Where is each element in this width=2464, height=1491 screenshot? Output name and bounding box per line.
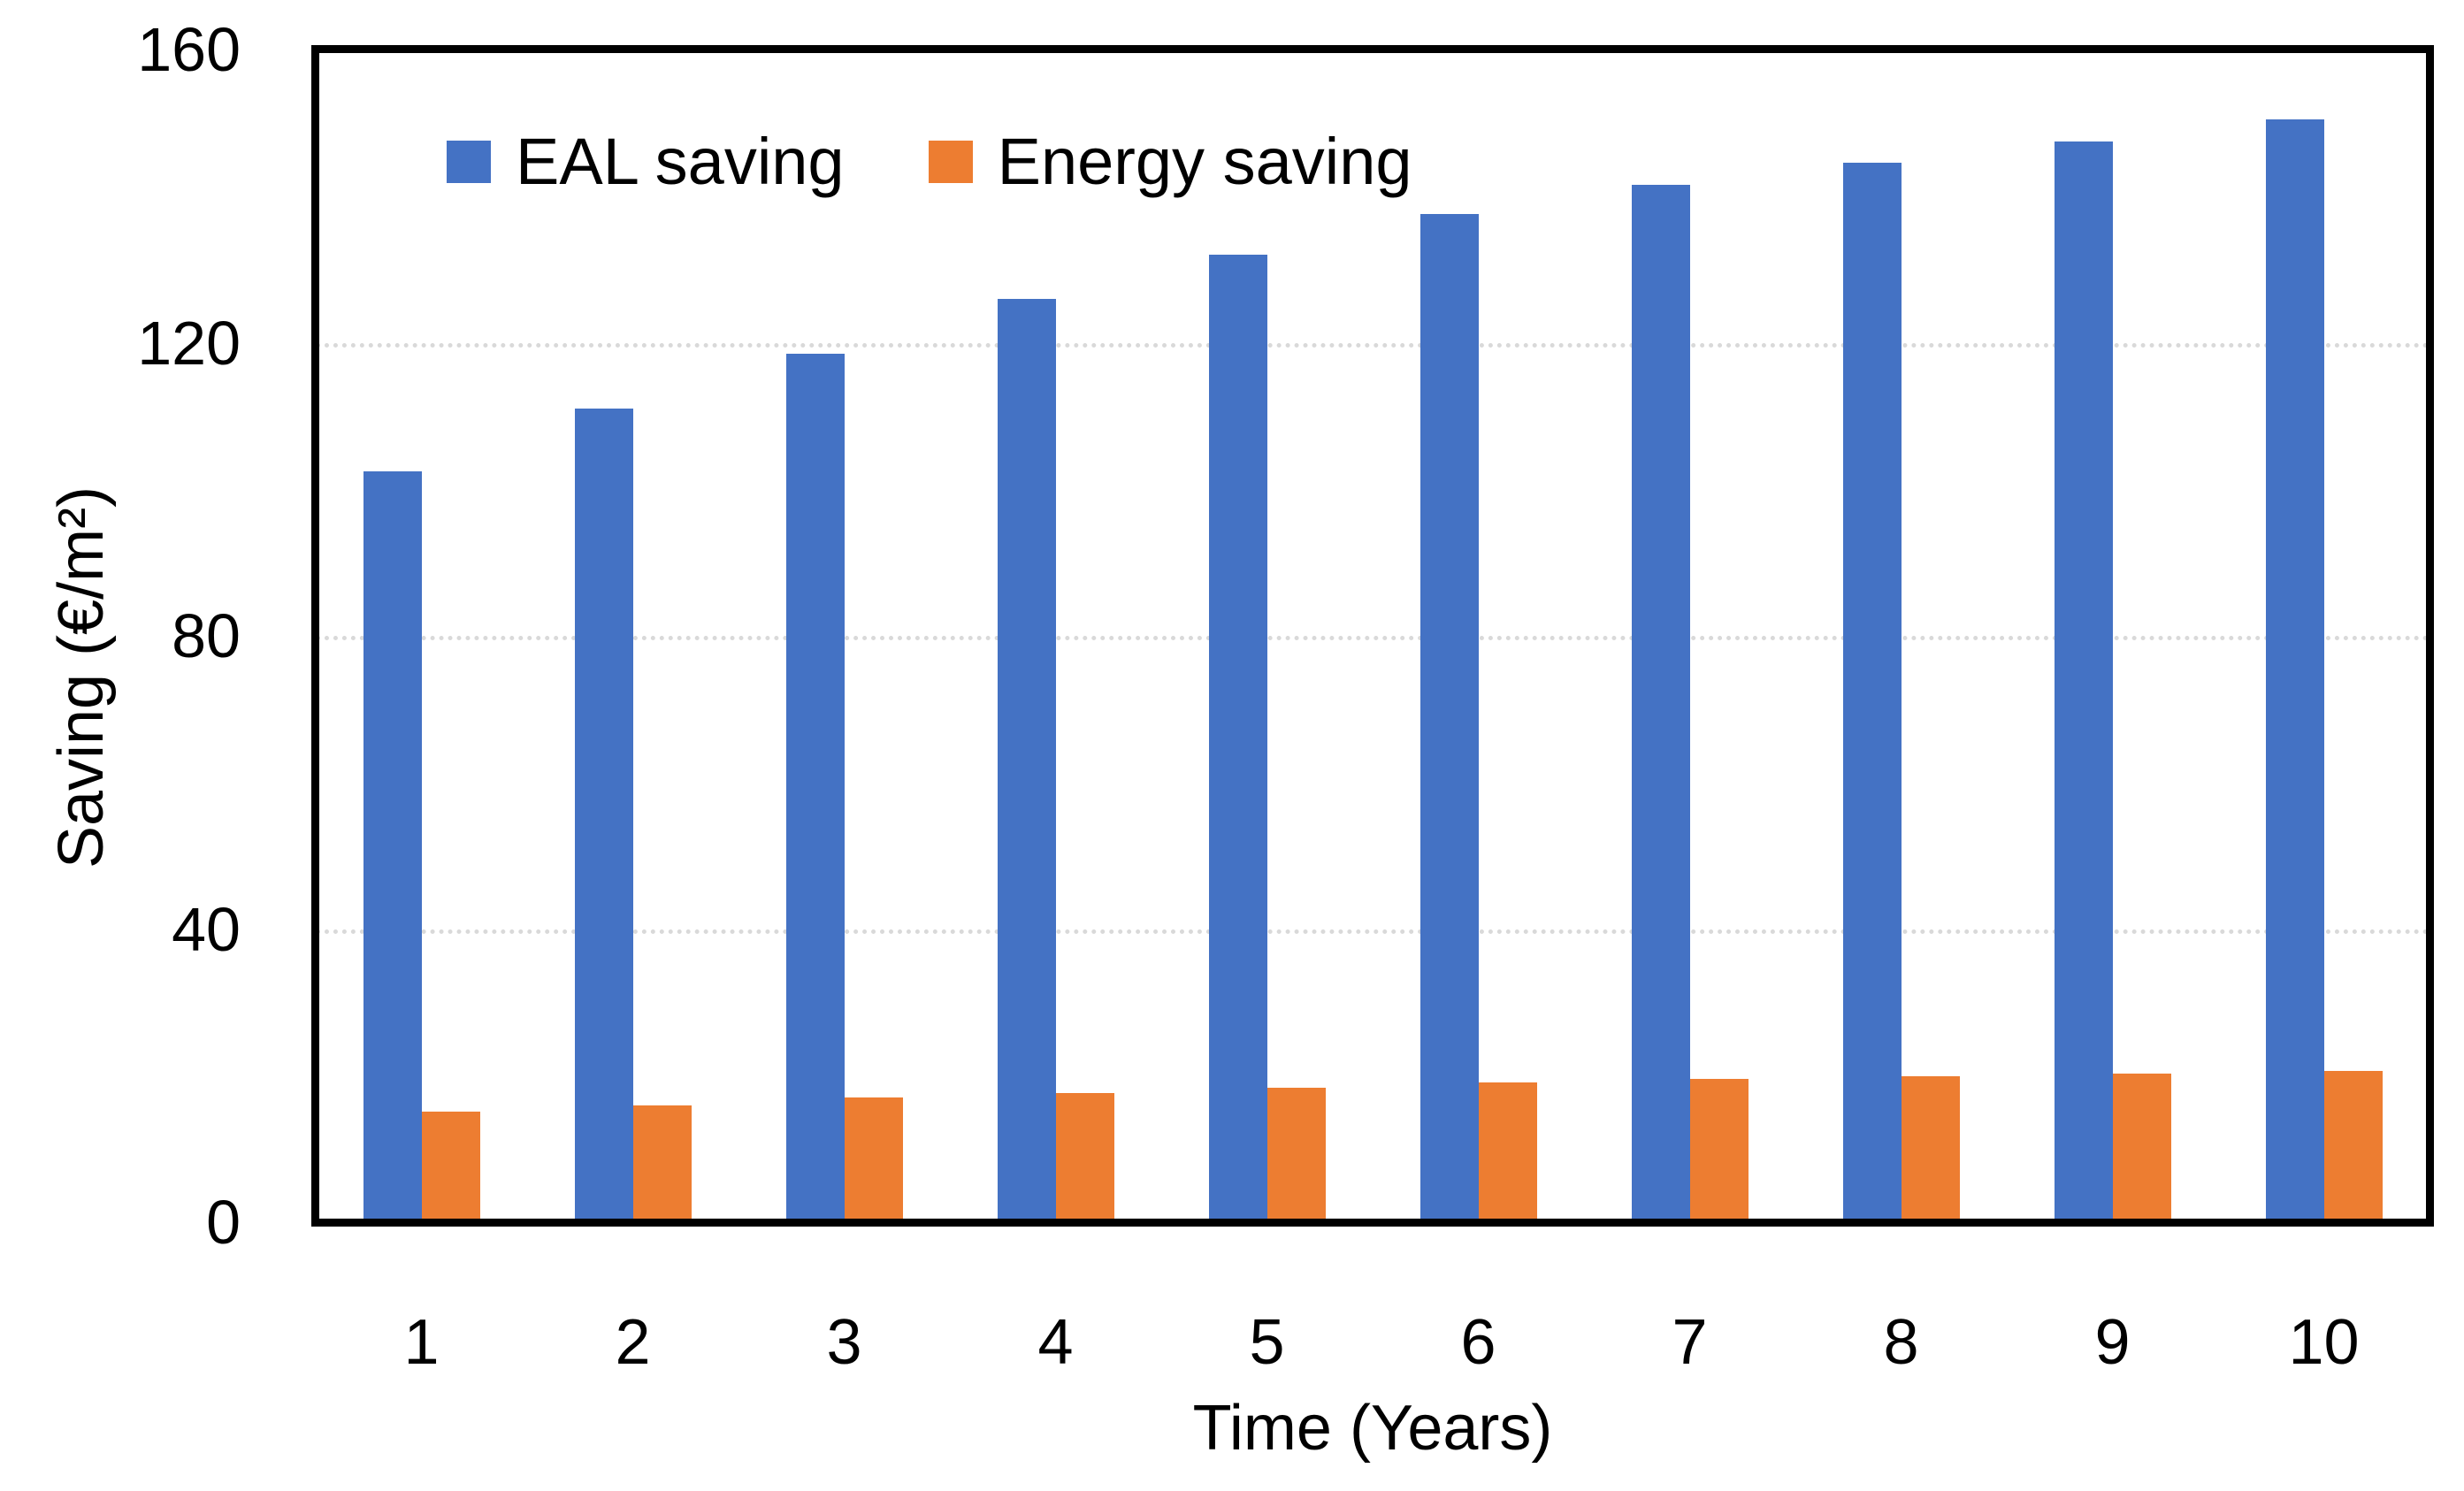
x-tick-label-1: 1 bbox=[403, 1307, 440, 1378]
legend-swatch-eal-saving bbox=[447, 141, 491, 183]
bar-eal-saving-year-1 bbox=[363, 470, 422, 1222]
bar-energy-saving-year-4 bbox=[1055, 1093, 1114, 1222]
y-tick-label-160: 160 bbox=[137, 15, 241, 84]
bar-energy-saving-year-3 bbox=[844, 1097, 903, 1222]
bar-eal-saving-year-10 bbox=[2265, 119, 2324, 1222]
bar-energy-saving-year-8 bbox=[1901, 1076, 1960, 1222]
legend-item-energy-saving: Energy saving bbox=[928, 122, 1412, 202]
bar-eal-saving-year-5 bbox=[1208, 255, 1267, 1222]
bar-energy-saving-year-10 bbox=[2323, 1071, 2383, 1222]
bar-eal-saving-year-3 bbox=[785, 353, 845, 1222]
x-axis-tick-labels: 1 2 3 4 5 6 7 8 9 10 bbox=[316, 1268, 2430, 1383]
x-tick-label-7: 7 bbox=[1672, 1307, 1708, 1378]
bar-energy-saving-year-5 bbox=[1266, 1088, 1326, 1222]
x-tick-label-2: 2 bbox=[615, 1307, 651, 1378]
x-tick-label-10: 10 bbox=[2288, 1307, 2360, 1378]
gridline-40 bbox=[316, 929, 2430, 934]
bar-eal-saving-year-9 bbox=[2054, 141, 2113, 1222]
y-tick-label-0: 0 bbox=[206, 1188, 241, 1257]
bar-energy-saving-year-2 bbox=[632, 1105, 692, 1222]
legend-label-energy-saving: Energy saving bbox=[997, 125, 1412, 198]
legend-item-eal-saving: EAL saving bbox=[447, 122, 845, 202]
x-tick-label-5: 5 bbox=[1249, 1307, 1285, 1378]
x-tick-label-6: 6 bbox=[1460, 1307, 1496, 1378]
gridline-120 bbox=[316, 342, 2430, 348]
x-tick-label-9: 9 bbox=[2094, 1307, 2131, 1378]
bar-eal-saving-year-2 bbox=[574, 409, 633, 1222]
bar-eal-saving-year-7 bbox=[1631, 185, 1690, 1222]
x-tick-label-8: 8 bbox=[1883, 1307, 1919, 1378]
bar-energy-saving-year-1 bbox=[421, 1111, 480, 1222]
legend-swatch-energy-saving bbox=[928, 141, 973, 183]
legend: EAL saving Energy saving bbox=[447, 122, 1412, 202]
bar-energy-saving-year-7 bbox=[1689, 1079, 1749, 1222]
gridline-80 bbox=[316, 636, 2430, 640]
y-axis-tick-labels: 0 40 80 120 160 bbox=[0, 15, 241, 1257]
bar-energy-saving-year-6 bbox=[1478, 1082, 1537, 1222]
legend-label-eal-saving: EAL saving bbox=[516, 125, 845, 198]
x-tick-label-4: 4 bbox=[1037, 1307, 1074, 1378]
y-tick-label-80: 80 bbox=[172, 601, 241, 670]
plot-area: EAL saving Energy saving 0 40 80 120 160 1 2 3… bbox=[137, 15, 2434, 1378]
bar-eal-saving-year-6 bbox=[1419, 214, 1479, 1222]
bar-eal-saving-year-8 bbox=[1842, 163, 1902, 1222]
bar-energy-saving-year-9 bbox=[2112, 1073, 2171, 1222]
y-tick-label-40: 40 bbox=[172, 894, 241, 964]
y-tick-label-120: 120 bbox=[137, 308, 241, 378]
x-tick-label-3: 3 bbox=[826, 1307, 862, 1378]
x-axis-title: Time (Years) bbox=[1192, 1393, 1553, 1464]
bar-eal-saving-year-4 bbox=[997, 298, 1056, 1222]
